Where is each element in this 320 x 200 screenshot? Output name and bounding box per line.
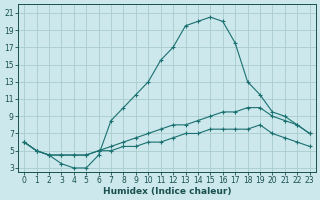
X-axis label: Humidex (Indice chaleur): Humidex (Indice chaleur)	[103, 187, 231, 196]
